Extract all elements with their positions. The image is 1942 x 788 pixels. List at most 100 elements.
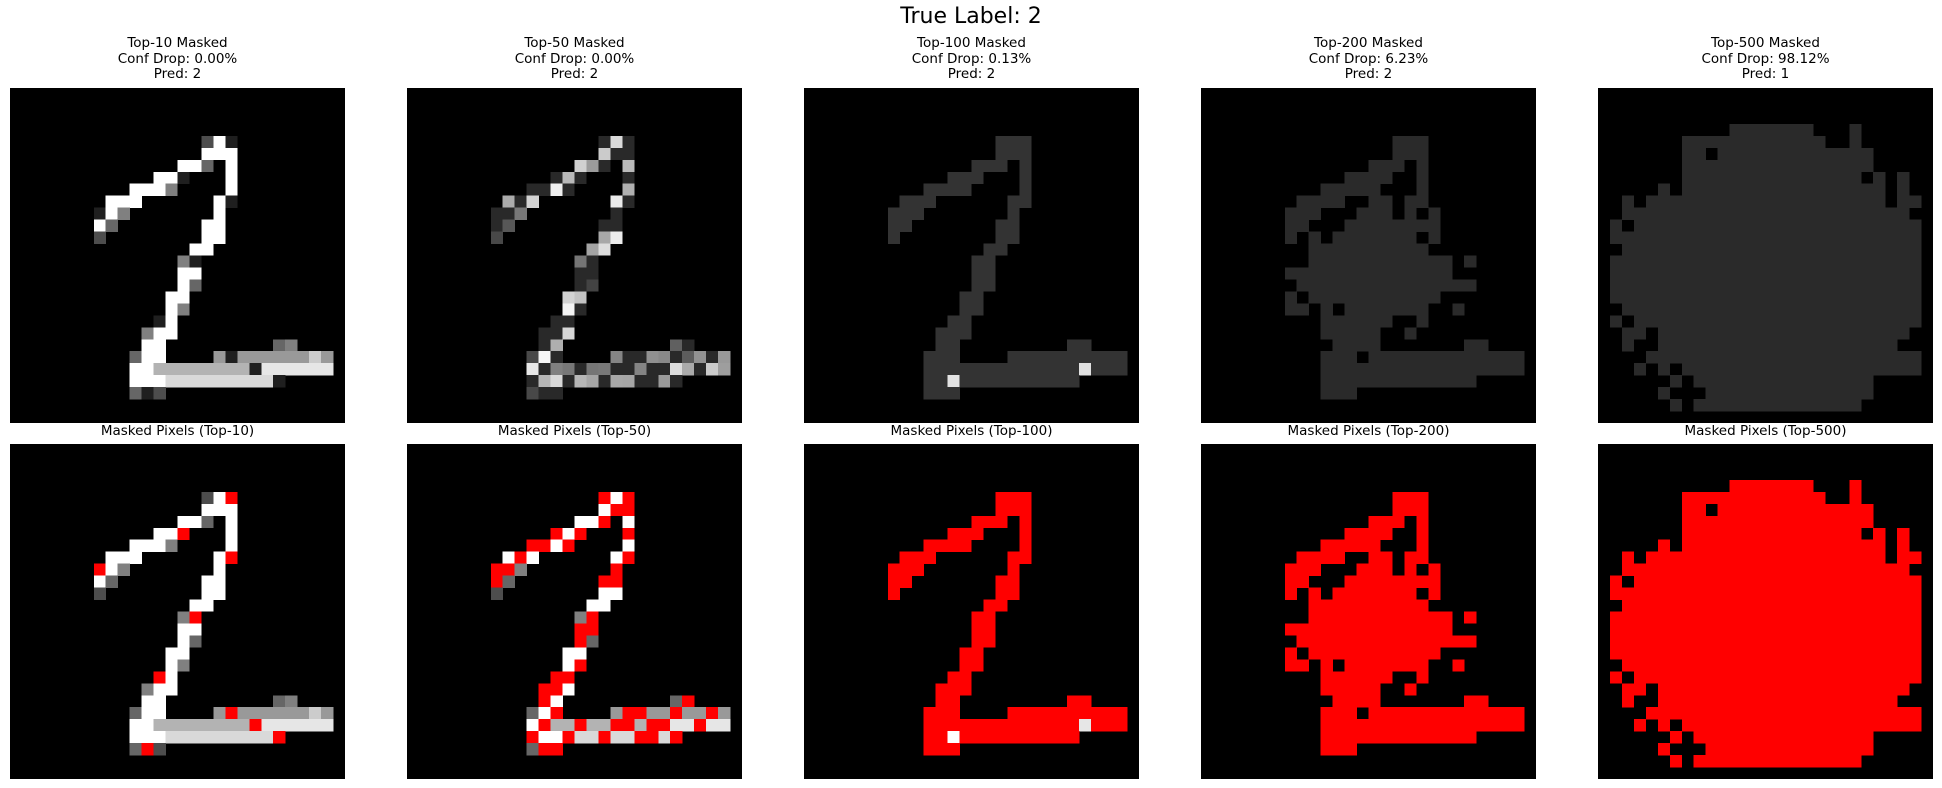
pixel: [1645, 267, 1659, 280]
pixel: [1861, 575, 1874, 588]
pixel: [309, 351, 322, 364]
pixel: [1741, 327, 1754, 340]
pixel: [1512, 351, 1525, 364]
pixel: [923, 539, 936, 552]
pixel: [1609, 623, 1623, 636]
pixel: [1380, 351, 1393, 364]
pixel: [682, 707, 695, 720]
pixel: [237, 375, 250, 388]
prediction-label: Pred: 2: [550, 66, 599, 82]
pixel: [1657, 551, 1671, 564]
pixel: [1741, 399, 1754, 412]
pixel: [1356, 575, 1369, 588]
pixel: [1645, 551, 1659, 564]
pixel: [1741, 539, 1754, 552]
pixel: [1284, 575, 1297, 588]
pixel: [1368, 171, 1381, 184]
pixel: [1861, 291, 1874, 304]
pixel: [1897, 267, 1910, 280]
pixel: [141, 731, 154, 744]
pixel: [1019, 363, 1032, 376]
pixel: [1416, 635, 1429, 648]
pixel: [285, 695, 298, 708]
pixel: [1825, 291, 1838, 304]
pixel: [1753, 575, 1766, 588]
pixel: [1873, 363, 1886, 376]
pixel: [117, 563, 130, 576]
pixel: [1007, 575, 1020, 588]
pixel: [1777, 123, 1790, 137]
pixel: [1657, 707, 1671, 720]
pixel: [129, 183, 142, 196]
pixel: [514, 207, 527, 220]
pixel: [141, 327, 154, 340]
pixel: [1777, 575, 1790, 588]
pixel: [1849, 647, 1862, 660]
pixel: [1765, 479, 1778, 493]
pixel: [1404, 291, 1417, 304]
pixel: [1825, 231, 1838, 244]
pixel: [959, 291, 972, 304]
pixel: [1801, 303, 1814, 316]
pixel: [1512, 363, 1525, 376]
pixel: [1320, 363, 1333, 376]
masked-image-top-100: [804, 88, 1139, 423]
pixel: [1657, 243, 1671, 256]
pixel: [959, 731, 972, 744]
pixel: [1428, 719, 1441, 732]
masked-pixels-top-10: [10, 444, 345, 779]
pixel: [1753, 755, 1766, 768]
pixel: [1909, 611, 1922, 624]
pixel: [1705, 183, 1718, 196]
pixel: [1428, 635, 1441, 648]
pixel: [1861, 623, 1874, 636]
pixel: [1729, 231, 1742, 244]
pixel: [1801, 183, 1814, 196]
pixel: [923, 743, 936, 756]
pixel: [1356, 315, 1369, 328]
pixel: [1416, 551, 1429, 564]
digit-image: [887, 135, 1128, 400]
pixel: [1380, 527, 1393, 540]
pixel: [1657, 683, 1671, 696]
pixel: [1368, 327, 1381, 340]
pixel: [550, 707, 563, 720]
pixel: [1813, 243, 1826, 256]
pixel: [1067, 731, 1080, 744]
pixel: [1681, 587, 1694, 600]
pixel: [1753, 623, 1766, 636]
pixel: [1007, 195, 1020, 208]
pixel: [1043, 363, 1056, 376]
pixel: [273, 351, 286, 364]
pixel: [1861, 219, 1874, 232]
pixel: [1789, 683, 1802, 696]
pixel: [1753, 327, 1766, 340]
pixel: [1356, 683, 1369, 696]
pixel: [682, 695, 695, 708]
pixel: [598, 243, 611, 256]
pixel: [1837, 695, 1850, 708]
pixel: [129, 719, 142, 732]
pixel: [574, 159, 587, 172]
pixel: [1825, 219, 1838, 232]
pixel: [1837, 207, 1850, 220]
panel-heading: Top-10 Masked: [127, 35, 228, 51]
pixel: [1657, 231, 1671, 244]
pixel: [1633, 719, 1647, 732]
pixel: [1392, 255, 1405, 268]
pixel: [670, 707, 683, 720]
pixel: [201, 719, 214, 732]
pixel: [1765, 171, 1778, 184]
pixel: [1320, 743, 1333, 756]
pixel: [1055, 707, 1068, 720]
pixel: [1825, 575, 1838, 588]
pixel: [1837, 503, 1850, 517]
pixel: [995, 375, 1008, 388]
pixel: [1861, 363, 1874, 376]
pixel: [1729, 479, 1742, 493]
pixel: [1681, 527, 1694, 540]
pixel: [526, 743, 539, 756]
pixel: [1837, 219, 1850, 232]
pixel: [1801, 159, 1814, 172]
pixel: [562, 315, 575, 328]
